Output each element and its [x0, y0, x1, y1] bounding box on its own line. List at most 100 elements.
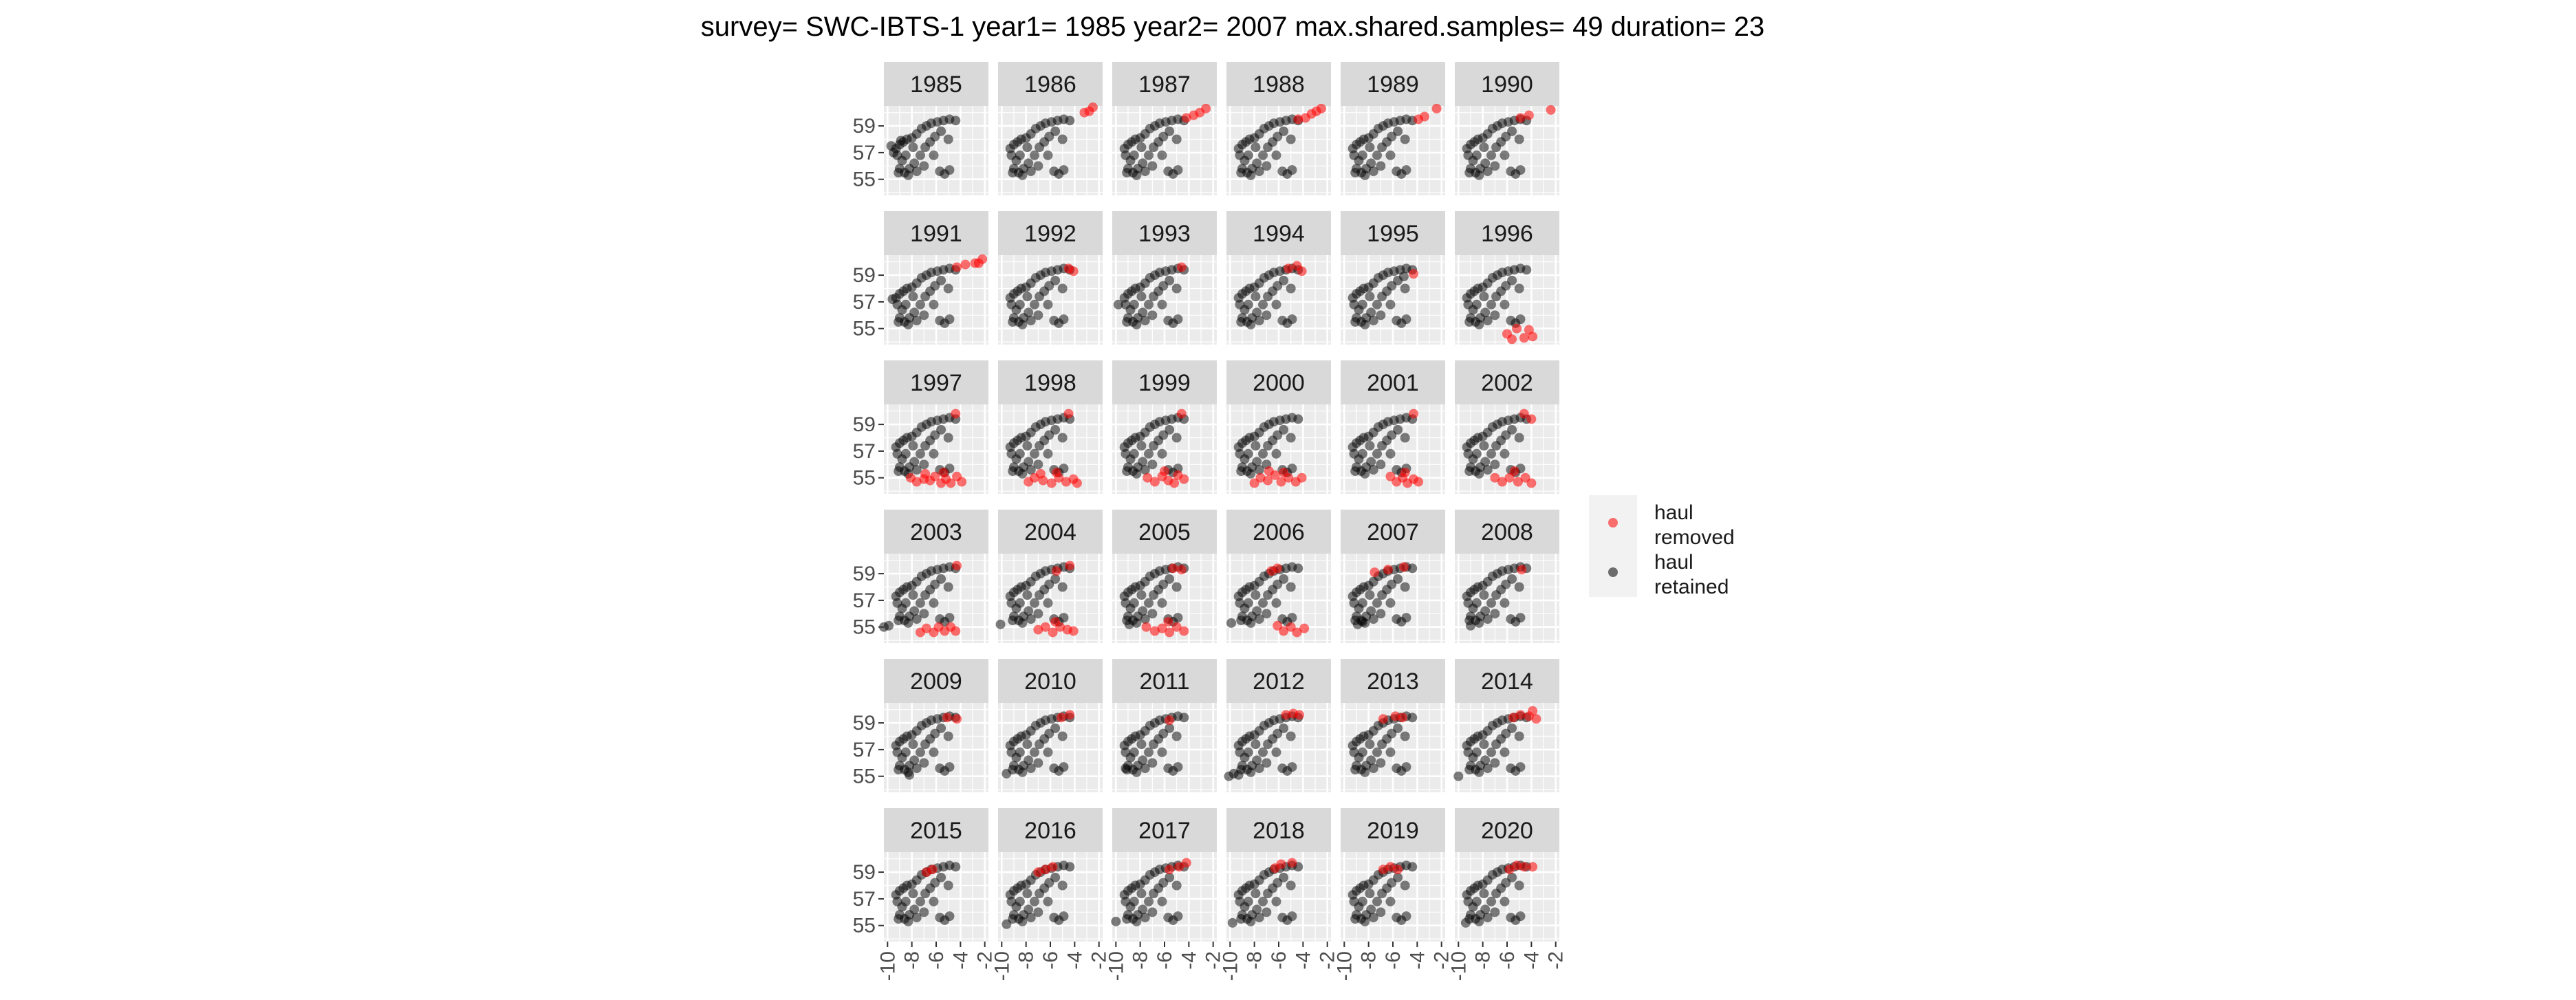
point-haul-retained — [1157, 598, 1167, 608]
point-haul-removed — [1068, 266, 1079, 276]
point-haul-removed — [1273, 563, 1283, 574]
x-tick-label: -8 — [1244, 951, 1266, 970]
facet-strip — [1455, 808, 1559, 852]
point-haul-retained — [1173, 314, 1183, 325]
point-haul-retained — [1287, 464, 1297, 474]
point-haul-retained — [1026, 166, 1036, 177]
facet-strip — [1226, 808, 1331, 852]
legend-label: removed — [1654, 526, 1735, 549]
point-haul-retained — [1246, 170, 1256, 180]
point-haul-retained — [1171, 880, 1182, 891]
point-haul-retained — [1043, 747, 1053, 757]
point-haul-retained — [1165, 872, 1175, 882]
facet-strip — [1341, 211, 1445, 255]
point-haul-retained — [1251, 292, 1261, 302]
point-haul-retained — [936, 723, 946, 733]
point-haul-retained — [909, 457, 920, 467]
point-haul-retained — [1393, 574, 1403, 584]
point-haul-retained — [1147, 459, 1158, 470]
point-haul-retained — [1136, 739, 1147, 750]
point-haul-retained — [951, 116, 961, 126]
point-haul-retained — [1357, 150, 1367, 160]
point-haul-retained — [1471, 747, 1482, 757]
point-haul-retained — [1022, 142, 1032, 153]
point-haul-retained — [1252, 755, 1262, 765]
point-haul-retained — [1376, 310, 1386, 320]
facet-strip — [1341, 360, 1445, 404]
point-haul-retained — [911, 913, 922, 923]
point-haul-removed — [1160, 466, 1169, 477]
point-haul-retained — [916, 150, 926, 160]
facet-panel: 2012 — [1224, 659, 1331, 792]
point-haul-retained — [1279, 723, 1289, 733]
facet-panel: 1985 55 57 59 — [853, 62, 988, 195]
point-haul-removed — [1033, 624, 1043, 635]
point-haul-removed — [1281, 710, 1291, 720]
point-haul-removed — [1171, 622, 1182, 632]
point-haul-retained — [1385, 598, 1396, 608]
point-haul-retained — [929, 598, 939, 608]
point-haul-retained — [1368, 913, 1378, 923]
facet-strip — [884, 360, 988, 404]
point-haul-retained — [1350, 765, 1361, 775]
point-haul-retained — [1017, 319, 1028, 329]
facet-strip-label: 1992 — [1024, 221, 1076, 247]
point-haul-removed — [1526, 414, 1537, 424]
point-haul-retained — [1015, 150, 1025, 160]
y-tick-label: 57 — [853, 888, 876, 911]
x-tick-label: -6 — [925, 951, 948, 970]
point-haul-retained — [944, 165, 955, 175]
point-haul-retained — [1522, 265, 1532, 275]
point-haul-retained — [1486, 299, 1497, 309]
point-haul-retained — [1050, 275, 1061, 285]
point-haul-retained — [1293, 414, 1303, 424]
point-haul-retained — [1366, 755, 1376, 765]
point-haul-removed — [1526, 478, 1537, 488]
point-haul-retained — [1226, 618, 1237, 628]
facet-panel: 1994 — [1226, 211, 1331, 345]
point-haul-retained — [1008, 616, 1018, 626]
point-haul-retained — [1393, 723, 1403, 733]
point-haul-retained — [1129, 896, 1139, 906]
facet-strip-label: 1987 — [1138, 72, 1191, 98]
legend-key-background — [1589, 495, 1637, 597]
point-haul-retained — [1464, 317, 1475, 327]
point-haul-retained — [1015, 448, 1025, 459]
point-haul-retained — [919, 310, 929, 320]
point-haul-retained — [1393, 872, 1403, 882]
point-haul-retained — [911, 614, 922, 624]
point-haul-retained — [1376, 609, 1386, 619]
point-haul-removed — [946, 478, 956, 488]
point-haul-removed — [1508, 713, 1518, 723]
x-tick-label: -4 — [1520, 951, 1543, 970]
point-haul-retained — [929, 150, 939, 160]
facet-panel: 2018 -10 -8 -6 -4 -2 — [1219, 808, 1339, 981]
point-haul-retained — [1400, 283, 1410, 294]
facet-strip — [1341, 510, 1445, 554]
point-haul-retained — [1480, 307, 1491, 318]
x-tick-label: -4 — [1292, 951, 1314, 970]
point-haul-retained — [1360, 916, 1370, 926]
point-haul-retained — [1017, 170, 1028, 180]
point-haul-retained — [1368, 166, 1378, 177]
point-haul-removed — [1050, 616, 1061, 627]
point-haul-removed — [1517, 565, 1527, 575]
point-haul-retained — [1140, 763, 1150, 774]
facet-strip — [1455, 659, 1559, 703]
point-haul-removed — [952, 714, 962, 724]
point-haul-retained — [1500, 896, 1510, 906]
point-haul-retained — [1376, 758, 1386, 768]
point-haul-retained — [887, 294, 898, 305]
point-haul-retained — [1024, 755, 1034, 765]
point-haul-retained — [1368, 316, 1378, 326]
point-haul-removed — [1149, 477, 1160, 487]
point-haul-retained — [896, 135, 906, 146]
point-haul-retained — [943, 134, 953, 144]
point-haul-retained — [1122, 317, 1132, 327]
y-tick-label: 59 — [853, 413, 876, 436]
point-haul-retained — [1365, 142, 1375, 153]
point-haul-retained — [1065, 862, 1075, 872]
facet-panel: 2013 — [1341, 659, 1445, 792]
point-haul-removed — [1519, 409, 1529, 419]
